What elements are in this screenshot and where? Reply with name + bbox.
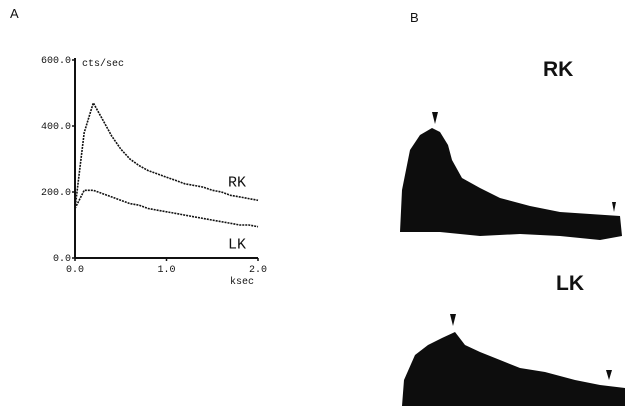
series-label: LK <box>228 237 246 254</box>
x-tick-label: 0.0 <box>66 265 84 276</box>
series-line <box>75 103 258 209</box>
image-label: RK <box>543 58 573 81</box>
x-tick-label: 2.0 <box>249 265 267 276</box>
image-label: LK <box>556 272 584 295</box>
figure: A cts/sec ksec B RK LK 0.0 200.0 400.0 600.… <box>0 0 632 406</box>
y-tick-label: 400.0 <box>41 122 71 133</box>
panel-label: B <box>410 10 419 25</box>
x-tick-label: 1.0 <box>157 265 175 276</box>
y-tick-label: 200.0 <box>41 188 71 199</box>
panel-label: A <box>10 6 19 21</box>
y-tick-label: 600.0 <box>41 56 71 67</box>
series-label: RK <box>228 174 246 191</box>
scintigram-lk <box>402 314 625 406</box>
scintigram-rk <box>400 112 622 240</box>
page: {"chart_data": {"type": "line", "panel_l… <box>0 0 632 406</box>
y-tick-label: 0.0 <box>53 254 71 265</box>
x-axis-label: ksec <box>230 276 254 288</box>
y-axis-label: cts/sec <box>82 58 124 70</box>
